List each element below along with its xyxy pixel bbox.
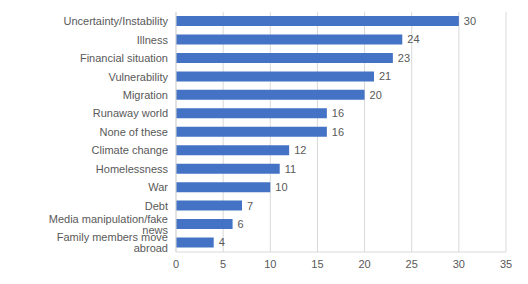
svg-text:7: 7 bbox=[247, 200, 253, 212]
svg-text:15: 15 bbox=[311, 258, 323, 270]
svg-text:24: 24 bbox=[407, 33, 419, 45]
svg-text:Family members moveabroad: Family members moveabroad bbox=[57, 231, 168, 254]
svg-text:6: 6 bbox=[238, 218, 244, 230]
svg-text:0: 0 bbox=[173, 258, 179, 270]
svg-text:Illness: Illness bbox=[137, 34, 169, 46]
svg-text:5: 5 bbox=[220, 258, 226, 270]
svg-text:12: 12 bbox=[294, 144, 306, 156]
svg-text:Homelessness: Homelessness bbox=[96, 163, 169, 175]
svg-text:10: 10 bbox=[264, 258, 276, 270]
svg-text:War: War bbox=[148, 181, 168, 193]
svg-text:10: 10 bbox=[275, 181, 287, 193]
svg-text:21: 21 bbox=[379, 70, 391, 82]
svg-text:None of these: None of these bbox=[100, 126, 169, 138]
svg-text:30: 30 bbox=[453, 258, 465, 270]
svg-text:Vulnerability: Vulnerability bbox=[108, 71, 168, 83]
svg-text:11: 11 bbox=[285, 163, 296, 175]
svg-text:16: 16 bbox=[332, 107, 344, 119]
svg-text:20: 20 bbox=[370, 89, 382, 101]
svg-text:Financial situation: Financial situation bbox=[80, 52, 168, 64]
svg-text:Runaway world: Runaway world bbox=[93, 107, 168, 119]
svg-text:30: 30 bbox=[464, 15, 476, 27]
svg-text:Climate change: Climate change bbox=[92, 144, 168, 156]
svg-text:23: 23 bbox=[398, 52, 410, 64]
svg-text:20: 20 bbox=[358, 258, 370, 270]
svg-text:25: 25 bbox=[406, 258, 418, 270]
svg-text:4: 4 bbox=[219, 236, 225, 248]
svg-text:Debt: Debt bbox=[145, 200, 168, 212]
svg-text:35: 35 bbox=[500, 258, 512, 270]
svg-text:16: 16 bbox=[332, 126, 344, 138]
svg-text:Uncertainty/Instability: Uncertainty/Instability bbox=[63, 15, 168, 27]
svg-text:Migration: Migration bbox=[123, 89, 168, 101]
